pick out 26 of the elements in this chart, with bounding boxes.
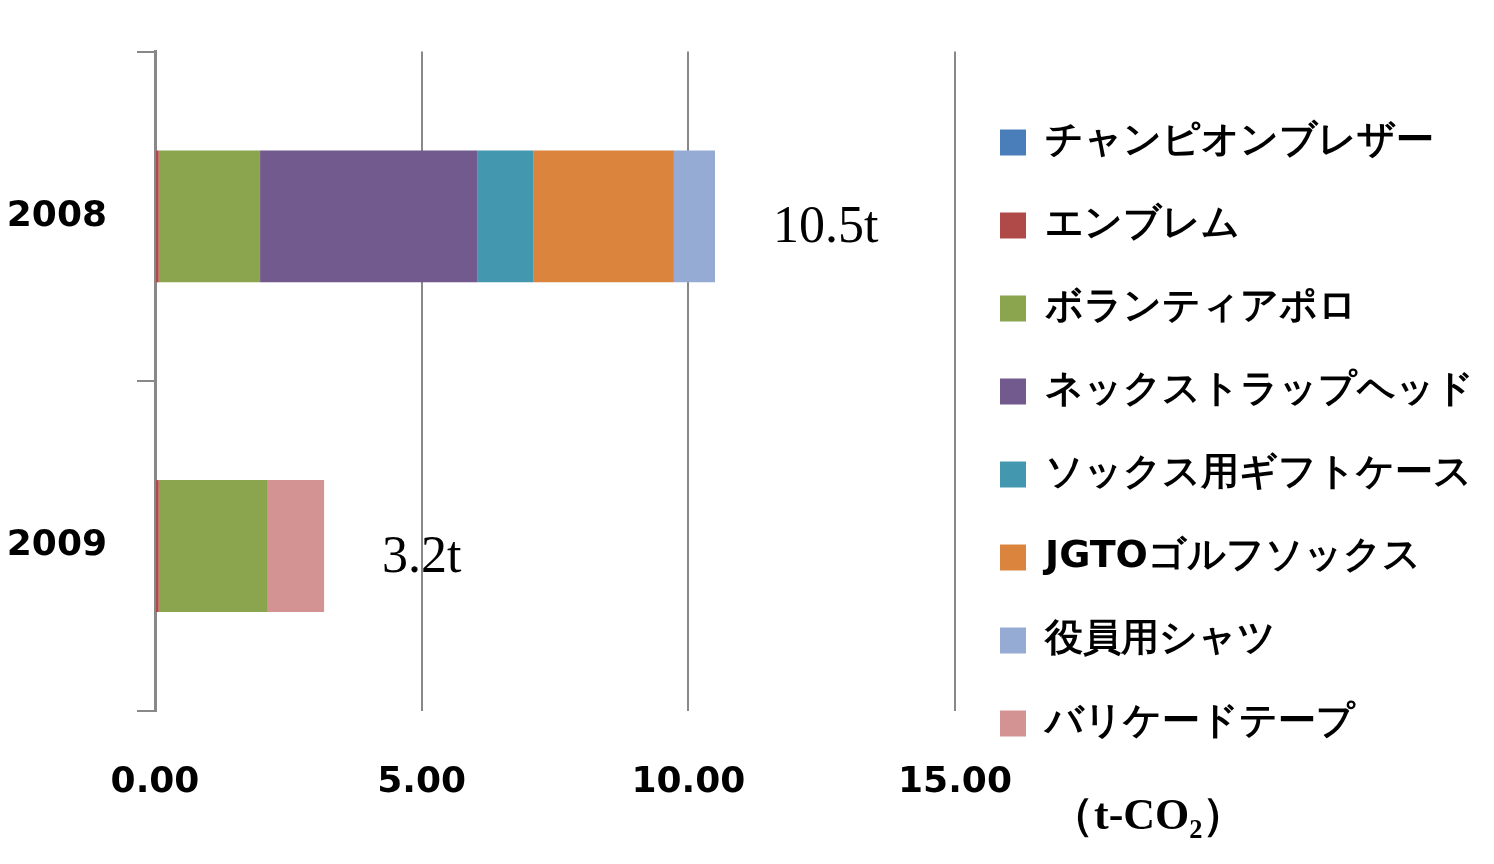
x-tick-label: 15.00	[898, 758, 1012, 800]
x-tick-label: 5.00	[377, 758, 467, 800]
bar	[158, 150, 261, 283]
legend-label: エンブレム	[1045, 200, 1240, 245]
y-tick-label: 2009	[6, 522, 107, 564]
bar	[267, 480, 325, 612]
legend-label: バリケードテープ	[1043, 698, 1356, 743]
bar	[260, 150, 478, 283]
bar	[477, 150, 534, 283]
bar	[533, 150, 674, 283]
bar	[156, 150, 159, 283]
x-tick-label: 10.00	[631, 758, 746, 800]
annotation: 10.5t	[773, 196, 879, 254]
legend-label: ボランティアポロ	[1045, 283, 1357, 328]
bar	[156, 480, 159, 612]
legend-label: ネックストラップヘッド	[1045, 366, 1474, 411]
bar	[158, 480, 267, 612]
bar	[673, 150, 715, 283]
annotation: 3.2t	[382, 525, 463, 583]
legend-label: 役員用シャツ	[1044, 615, 1276, 660]
legend-label: ソックス用ギフトケース	[1045, 449, 1472, 494]
x-axis-title: （t-CO₂）	[1050, 790, 1247, 840]
y-tick-label: 2008	[6, 192, 107, 234]
x-tick-label: 0.00	[110, 758, 200, 800]
legend-label: JGTOゴルフソックス	[1042, 532, 1421, 577]
legend-label: チャンピオンブレザー	[1045, 117, 1434, 162]
